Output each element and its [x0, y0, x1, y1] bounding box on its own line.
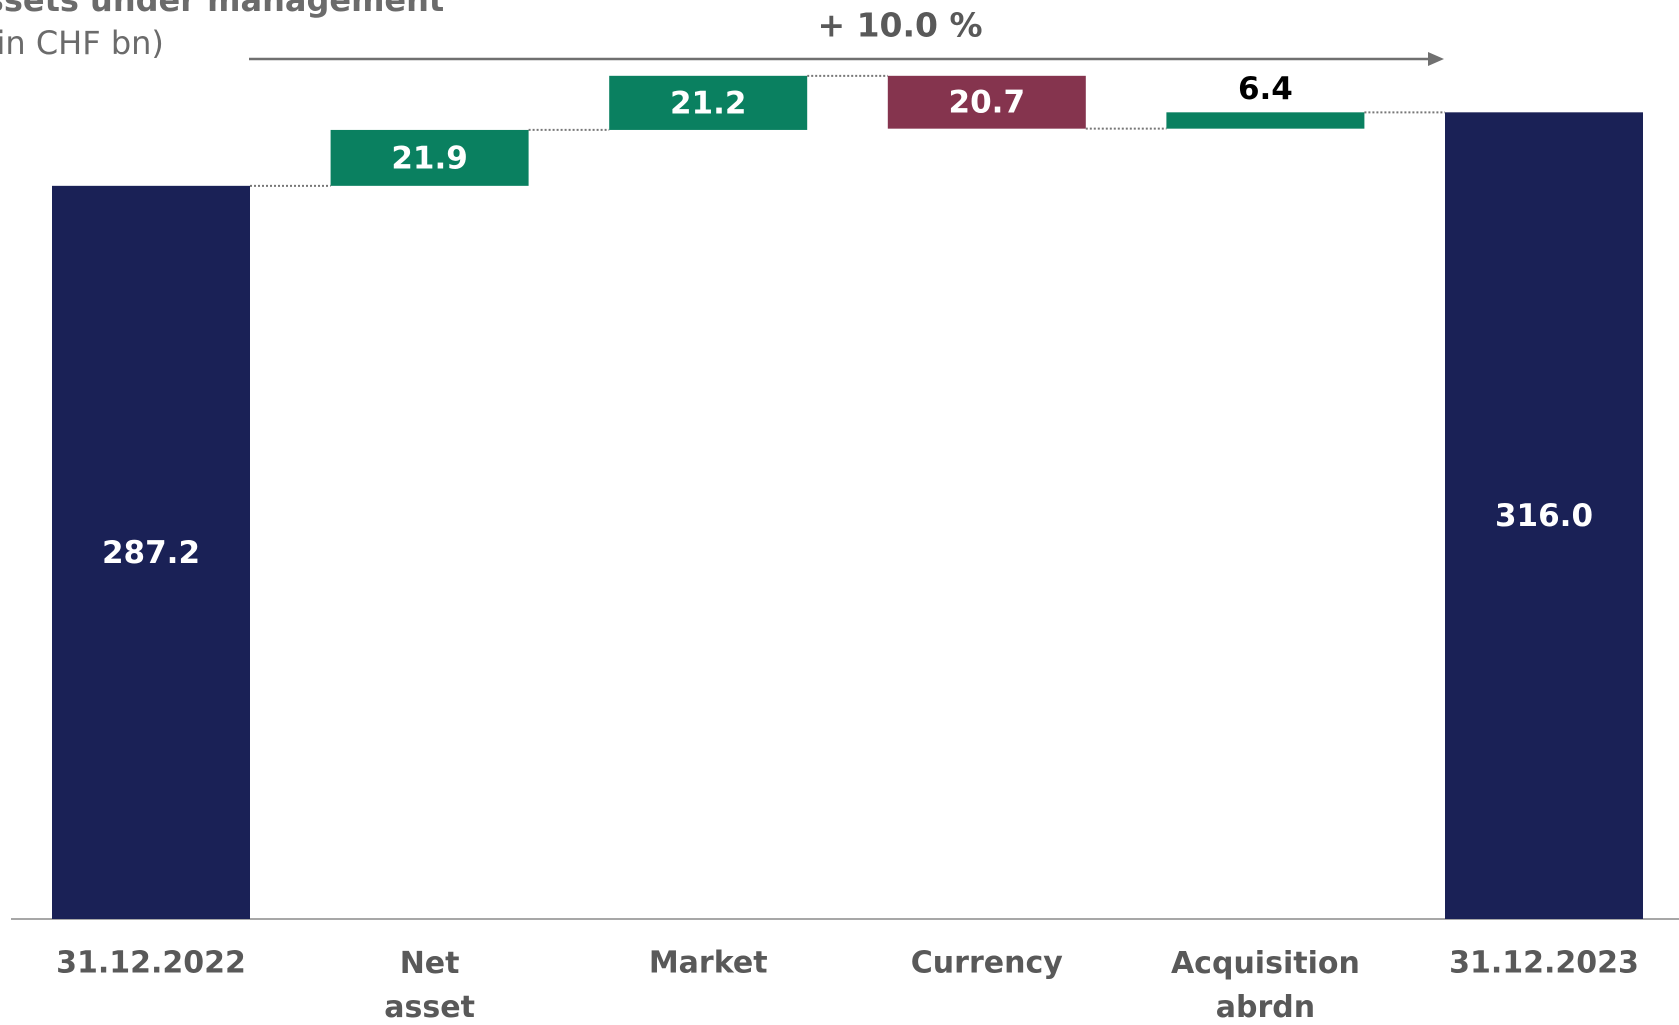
bar: [1445, 112, 1643, 920]
x-tick-label: Acquisition abrdn: [1171, 946, 1360, 1025]
bar: [330, 129, 529, 186]
value-label: 20.7: [949, 85, 1026, 121]
x-tick-label: Netassetinflows: [370, 946, 490, 1025]
bar: [52, 185, 250, 919]
value-label: 6.4: [1238, 71, 1293, 107]
arrow-head: [1428, 52, 1444, 66]
bar: [1166, 112, 1365, 129]
x-tick-label: 31.12.2022: [56, 946, 246, 981]
growth-annotation: + 10.0 %: [817, 6, 982, 45]
value-label: 287.2: [102, 535, 200, 571]
x-tick-label: Market: [649, 946, 768, 981]
x-tick-label: Currency: [911, 946, 1063, 981]
bar: [609, 75, 808, 130]
bar: [887, 75, 1086, 129]
chart-title: Assets under management: [0, 0, 444, 19]
chart-subtitle: (in CHF bn): [0, 24, 164, 62]
value-label: 21.2: [670, 85, 747, 121]
value-label: 21.9: [391, 140, 468, 176]
value-label: 316.0: [1495, 498, 1593, 534]
x-tick-label: 31.12.2023: [1449, 946, 1639, 981]
